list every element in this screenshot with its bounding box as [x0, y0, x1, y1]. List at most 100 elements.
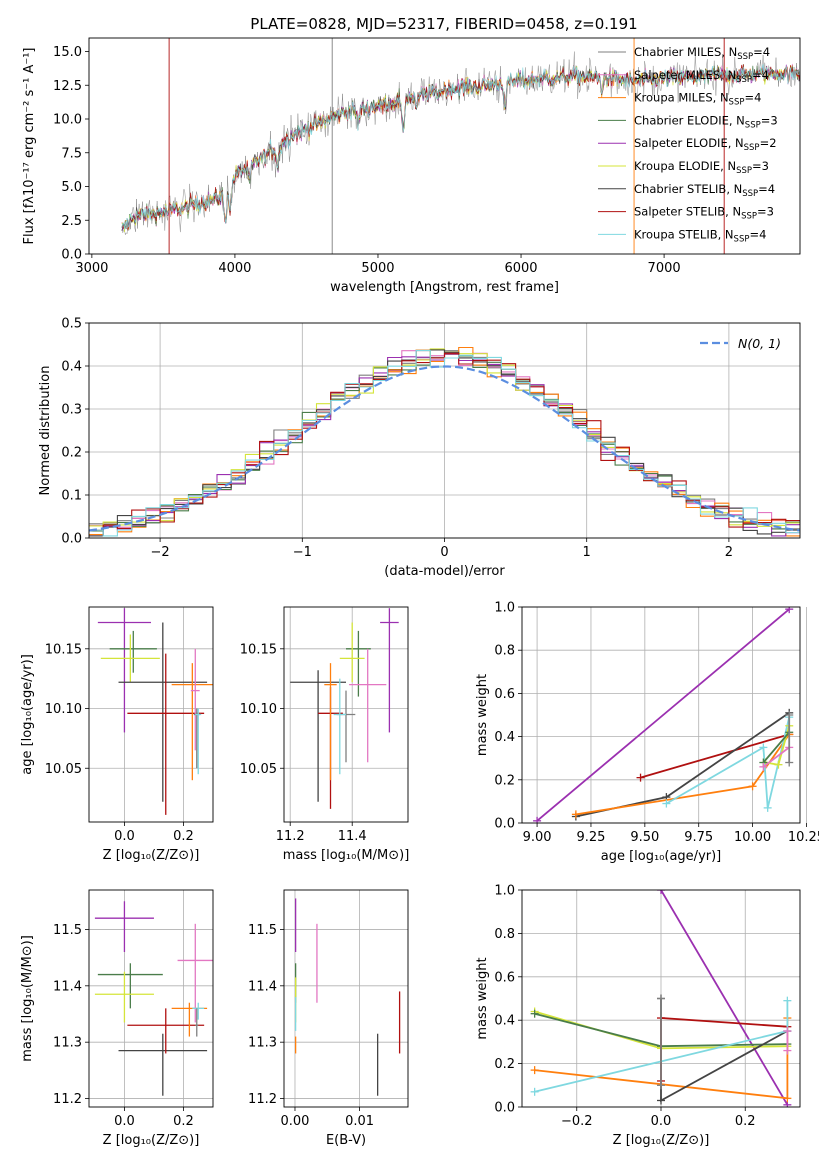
legend-sub: SSP	[741, 212, 757, 222]
y-axis-label: Flux [fλ10⁻¹⁷ erg cm⁻² s⁻¹ A⁻¹]	[22, 48, 37, 245]
legend-sub: SSP	[742, 189, 758, 199]
weight-vs-age-series	[533, 607, 794, 823]
y-tick-label: 1.0	[494, 601, 515, 616]
legend-tail: =3	[761, 113, 778, 127]
legend-sub: SSP	[734, 234, 750, 244]
y-tick-label: 10.0	[53, 113, 82, 128]
y-tick-label: 11.5	[53, 923, 82, 938]
legend-label: Chabrier STELIB, N	[634, 182, 742, 196]
y-axis-label: age [log₁₀(age/yr)]	[20, 654, 35, 775]
age-vs-mass-frame	[283, 606, 409, 823]
legend-sub: SSP	[737, 52, 753, 62]
x-tick-label: 10.00	[734, 830, 771, 845]
weight-line	[660, 890, 789, 1106]
x-tick-label: 0.0	[114, 829, 135, 844]
legend-entry: Chabrier STELIB, NSSP=4	[634, 182, 775, 199]
y-tick-label: 11.3	[53, 1036, 82, 1051]
legend-label: Salpeter MILES, N	[634, 68, 736, 82]
y-tick-label: 0.2	[61, 446, 82, 461]
x-tick-label: 0.2	[173, 1114, 194, 1129]
legend-sub: SSP	[736, 166, 752, 176]
x-axis-label: Z [log₁₀(Z/Z⊙)]	[613, 1133, 710, 1148]
legend-tail: =4	[752, 68, 769, 82]
errorbar-point	[195, 708, 202, 775]
x-tick-label: 9.00	[523, 830, 552, 845]
legend-entry: Chabrier MILES, NSSP=4	[634, 45, 770, 62]
y-tick-label: 0.1	[61, 489, 82, 504]
legend-sub: SSP	[736, 75, 752, 85]
errorbar-point	[349, 648, 387, 763]
x-tick-label: 1	[583, 545, 591, 560]
x-tick-label: 0.2	[173, 829, 194, 844]
panels: 3000 4000 5000 6000 70000.02.55.07.510.012.5…	[20, 37, 819, 1148]
y-tick-label: 0.8	[494, 644, 515, 659]
y-tick-label: 10.15	[240, 642, 277, 657]
y-tick-label: 11.5	[248, 923, 277, 938]
legend-label: Salpeter STELIB, N	[634, 205, 741, 219]
mass-vs-ebv-points	[294, 898, 401, 1096]
hist-series	[89, 346, 800, 537]
x-tick-label: 9.25	[576, 830, 605, 845]
y-tick-label: 0.0	[61, 532, 82, 547]
y-tick-label: 2.5	[61, 214, 82, 229]
residuals-frame	[88, 322, 801, 539]
hist-step	[89, 348, 800, 527]
legend-tail: =2	[760, 136, 777, 150]
x-tick-label: 9.50	[630, 830, 659, 845]
y-tick-label: 0.4	[61, 360, 82, 375]
errorbar-point	[380, 608, 399, 733]
residuals-legend: N(0, 1)	[700, 336, 781, 351]
y-tick-label: 0.2	[494, 773, 515, 788]
y-tick-label: 0.5	[61, 317, 82, 332]
y-tick-label: 0.3	[61, 403, 82, 418]
y-axis-label: mass weight	[475, 957, 490, 1039]
errorbar-point	[192, 1002, 205, 1020]
hist-step	[89, 352, 800, 531]
legend-label: Chabrier MILES, N	[634, 45, 737, 59]
x-tick-label: 0.00	[281, 1114, 310, 1129]
legend-entry: Salpeter MILES, NSSP=4	[634, 68, 769, 85]
x-tick-label: 0.0	[651, 1114, 672, 1129]
legend-entry: Salpeter STELIB, NSSP=3	[634, 205, 774, 222]
errorbar-point	[97, 608, 151, 733]
x-tick-label: −2	[151, 545, 170, 560]
age-vs-Z-points	[97, 608, 213, 815]
legend-label: Chabrier ELODIE, N	[634, 113, 745, 127]
errorbar-point	[127, 653, 205, 815]
errorbar-point	[346, 630, 371, 697]
x-axis-label: Z [log₁₀(Z/Z⊙)]	[103, 1133, 200, 1148]
mass-vs-Z-points	[94, 901, 213, 1096]
y-tick-label: 0.6	[494, 970, 515, 985]
y-tick-label: 5.0	[61, 180, 82, 195]
legend-tail: =3	[752, 159, 769, 173]
y-tick-label: 10.15	[45, 642, 82, 657]
legend-label: Kroupa STELIB, N	[634, 227, 734, 241]
x-tick-label: 7000	[648, 261, 681, 276]
errorbar-point	[339, 622, 365, 683]
legend-tail: =4	[744, 91, 761, 105]
weight-line	[762, 731, 790, 764]
y-tick-label: 11.4	[53, 979, 82, 994]
x-tick-label: 0.0	[114, 1114, 135, 1129]
hist-step	[89, 349, 800, 537]
legend-label: Kroupa ELODIE, N	[634, 159, 736, 173]
legend-sub: SSP	[745, 120, 761, 130]
weight-vs-age-frame	[521, 606, 801, 824]
spectrum-lines	[121, 38, 800, 254]
legend-sub: SSP	[744, 143, 760, 153]
x-axis-label: Z [log₁₀(Z/Z⊙)]	[103, 848, 200, 863]
legend-tail: =4	[749, 227, 766, 241]
mass-vs-Z-frame	[88, 889, 214, 1108]
errorbar-point	[195, 1008, 199, 1037]
y-tick-label: 11.3	[248, 1036, 277, 1051]
spectrum-series	[121, 64, 800, 230]
y-tick-label: 15.0	[53, 45, 82, 60]
legend-entry: Salpeter ELODIE, NSSP=2	[634, 136, 777, 153]
legend-label: Kroupa MILES, N	[634, 91, 729, 105]
hist-step	[89, 349, 800, 537]
x-axis-label: E(B-V)	[326, 1133, 366, 1148]
x-tick-label: 0.01	[345, 1114, 374, 1129]
y-tick-label: 10.05	[45, 762, 82, 777]
weight-vs-Z-series	[530, 890, 792, 1107]
